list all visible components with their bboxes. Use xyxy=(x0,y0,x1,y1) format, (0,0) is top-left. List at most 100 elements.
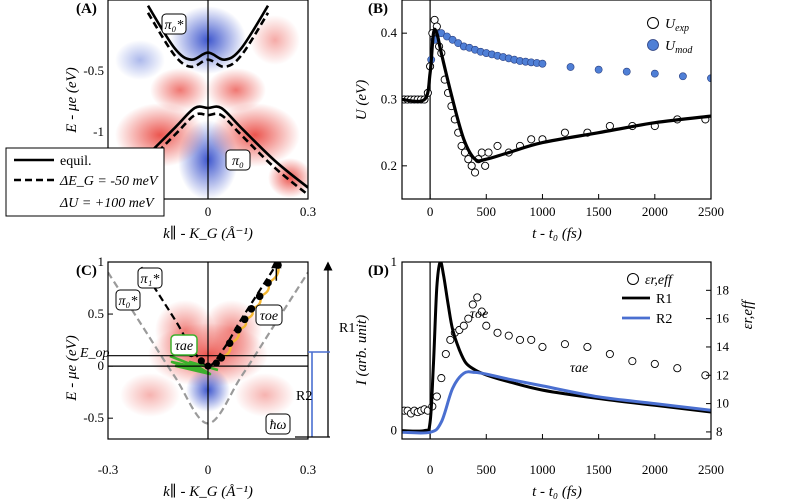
eps-point xyxy=(560,340,569,349)
y-tick-label: 1 xyxy=(98,254,105,269)
y-tick-label: 0.5 xyxy=(88,306,104,321)
tau-ae-cascade xyxy=(169,354,219,376)
panel-d-ylabel-right: εr,eff xyxy=(740,299,756,330)
panel-b: 0 500 1000 1500 2000 2500 0.4 0.3 0.2 (B) t - t₀… xyxy=(354,0,724,242)
panel-c-label-hw: ħω xyxy=(265,413,291,435)
eps-point xyxy=(673,364,682,373)
panel-b-ticks: 0 500 1000 1500 2000 2500 0.4 0.3 0.2 xyxy=(381,25,724,219)
legend-eps-marker xyxy=(627,273,639,285)
y-tick-label: 0.4 xyxy=(381,25,398,40)
y-tick-label: 0.2 xyxy=(381,158,397,173)
y-tick-right-label: 12 xyxy=(716,367,729,382)
panel-a-ytick: -0.5 xyxy=(83,63,104,78)
eps-point xyxy=(527,335,536,344)
u-exp-point xyxy=(493,141,502,150)
x-tick-label: 2000 xyxy=(642,204,668,219)
panel-c-ticks: -0.3 0 0.3 1 0.5 0 -0.5 xyxy=(83,254,316,477)
x-tick-label: 2500 xyxy=(698,462,724,477)
u-mod-point xyxy=(594,65,603,74)
r2-label: R2 xyxy=(296,389,312,404)
u-mod-point xyxy=(538,59,547,68)
legend-r1-label: R1 xyxy=(656,292,672,307)
eps-point xyxy=(628,357,637,366)
panel-b-ylabel: U (eV) xyxy=(354,80,370,120)
y-tick-left-label: 1 xyxy=(391,254,398,269)
x-tick-label: 0.3 xyxy=(300,462,316,477)
panel-b-xlabel: t - t₀ (fs) xyxy=(532,226,582,242)
pi0-star-label: π₀* xyxy=(165,18,184,33)
eps-point xyxy=(650,359,659,369)
panel-d-frame xyxy=(401,261,712,440)
x-tick-label: 500 xyxy=(477,204,497,219)
pi0-label: π₀ xyxy=(232,154,244,169)
eps-point xyxy=(538,342,547,352)
u-exp-point xyxy=(484,148,493,157)
cascade-point xyxy=(197,357,205,365)
x-tick-label: 1500 xyxy=(586,462,612,477)
u-exp-point xyxy=(470,168,480,177)
panel-a-letter: (A) xyxy=(76,1,97,17)
eps-point xyxy=(473,293,482,302)
panel-b-plot xyxy=(402,0,711,199)
x-tick-label: 0 xyxy=(427,204,434,219)
panel-a-xlabel: k∥ - K_G (Å⁻¹) xyxy=(163,225,253,242)
u-mod-point xyxy=(566,63,575,71)
u-exp-point xyxy=(527,135,536,144)
panel-c-label-tau-ae: τae xyxy=(170,334,198,356)
y-tick-label: 0.3 xyxy=(381,92,397,107)
panel-c-label-pi0star: π₀* xyxy=(115,289,141,311)
u-mod-point xyxy=(679,72,687,81)
y-tick-left-label: 0 xyxy=(391,423,398,438)
y-tick-right-label: 16 xyxy=(716,311,730,326)
cascade-point xyxy=(225,339,234,348)
y-tick-right-label: 14 xyxy=(716,339,730,354)
x-tick-label: 500 xyxy=(477,462,497,477)
x-tick-label: 2500 xyxy=(698,204,724,219)
u-mod-point xyxy=(622,67,631,76)
panel-c-label-pi1star: π₁* xyxy=(137,267,163,289)
pi1-star-label: π₁* xyxy=(141,272,160,287)
u-exp-point xyxy=(430,15,439,24)
legend-mod-label: Umod xyxy=(665,39,693,56)
x-tick-label: -0.3 xyxy=(98,462,119,477)
panel-b-letter: (B) xyxy=(368,1,388,17)
panel-a-label-pi0star: π₀* xyxy=(161,13,187,35)
x-tick-label: 0 xyxy=(205,462,212,477)
u-fit-line xyxy=(402,27,711,163)
x-tick-label: 0 xyxy=(427,462,434,477)
hbar-omega-label: ħω xyxy=(270,418,287,433)
eps-point xyxy=(504,331,513,340)
panel-d-legend: εr,eff R1 R2 xyxy=(622,273,674,327)
panel-c-levels xyxy=(108,355,308,367)
tau-oe-label: τoe xyxy=(260,309,278,324)
y-tick-right-label: 18 xyxy=(716,282,729,297)
legend-exp-label: Uexp xyxy=(665,17,689,34)
eps-point xyxy=(432,392,441,401)
eps-point xyxy=(493,328,502,337)
u-exp-point xyxy=(560,128,569,137)
legend-mod-marker xyxy=(647,39,659,51)
u-mod-point xyxy=(707,74,711,83)
y-tick-label: 0 xyxy=(98,358,105,373)
panel-c-letter: (C) xyxy=(76,263,97,279)
u-exp-point xyxy=(481,161,490,170)
eps-point xyxy=(441,349,450,359)
x-tick-label: 2000 xyxy=(642,462,668,477)
panel-d-plot xyxy=(402,262,711,439)
cascade-point xyxy=(264,279,272,287)
u-exp-point xyxy=(467,161,476,170)
panel-a-label-pi0: π₀ xyxy=(225,149,251,171)
cascade-point xyxy=(212,359,220,367)
cascade-point xyxy=(255,292,264,301)
legend-delta-u: ΔU = +100 meV xyxy=(59,196,155,211)
tau-ae-label: τae xyxy=(175,339,193,354)
eps-point xyxy=(468,300,477,309)
u-exp-point xyxy=(464,155,473,164)
eps-point xyxy=(583,342,592,352)
y-tick-label: -0.5 xyxy=(83,410,104,425)
tau-oe-label: τoe xyxy=(470,307,488,322)
eps-point xyxy=(515,335,525,344)
